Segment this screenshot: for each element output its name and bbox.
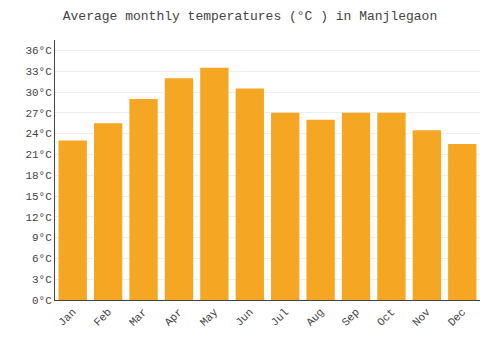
svg-text:33°C: 33°C — [25, 66, 52, 78]
svg-text:Mar: Mar — [127, 306, 149, 328]
svg-text:Apr: Apr — [162, 306, 184, 328]
svg-text:15°C: 15°C — [25, 191, 52, 203]
svg-text:Average monthly temperatures (: Average monthly temperatures (°C ) in Ma… — [63, 9, 437, 24]
svg-text:Nov: Nov — [410, 306, 433, 329]
svg-text:Sep: Sep — [340, 306, 362, 328]
svg-text:12°C: 12°C — [25, 212, 52, 224]
svg-text:Jul: Jul — [269, 306, 291, 328]
svg-text:24°C: 24°C — [25, 128, 52, 140]
svg-text:Oct: Oct — [375, 306, 397, 328]
svg-text:21°C: 21°C — [25, 149, 52, 161]
svg-text:Aug: Aug — [304, 306, 326, 328]
svg-text:27°C: 27°C — [25, 108, 52, 120]
svg-text:36°C: 36°C — [25, 45, 52, 57]
svg-text:May: May — [198, 306, 221, 329]
svg-text:18°C: 18°C — [25, 170, 52, 182]
svg-text:Dec: Dec — [446, 306, 468, 328]
svg-text:Jun: Jun — [233, 306, 255, 328]
svg-text:6°C: 6°C — [32, 253, 52, 265]
svg-text:9°C: 9°C — [32, 232, 52, 244]
svg-text:0°C: 0°C — [32, 295, 52, 307]
svg-text:Jan: Jan — [56, 306, 78, 328]
svg-text:30°C: 30°C — [25, 87, 52, 99]
svg-text:Feb: Feb — [92, 306, 114, 328]
svg-text:3°C: 3°C — [32, 274, 52, 286]
